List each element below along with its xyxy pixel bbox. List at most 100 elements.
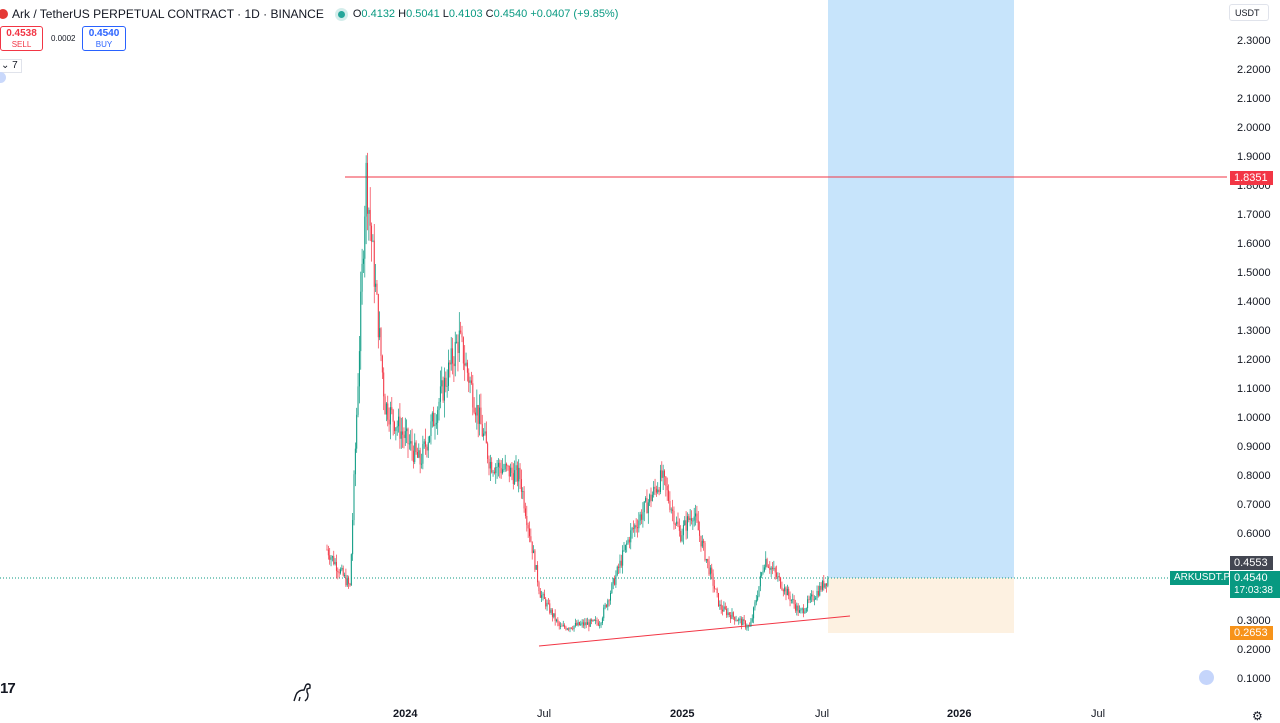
dino-icon[interactable] <box>290 681 314 703</box>
candle-body <box>657 489 659 493</box>
indicators-toggle[interactable]: ⌄ 7 <box>0 59 22 73</box>
currency-selector[interactable]: USDT <box>1229 4 1269 21</box>
ohlc-values: O0.4132 H0.5041 L0.4103 C0.4540 +0.0407 … <box>352 8 619 20</box>
candle-body <box>766 559 768 567</box>
candle-body <box>804 611 806 614</box>
candle-body <box>784 587 786 592</box>
candle-body <box>715 588 717 590</box>
candle-body <box>506 463 508 466</box>
candle-body <box>483 433 485 437</box>
candle-body <box>697 520 699 531</box>
candle-body <box>628 539 630 543</box>
tradingview-logo-icon[interactable]: 17 <box>0 680 16 697</box>
candle-body <box>437 410 439 423</box>
candle-body <box>545 598 547 607</box>
candle-body <box>408 443 410 445</box>
object-handle-icon[interactable] <box>1199 670 1214 685</box>
candle-body <box>723 606 725 612</box>
candle-body <box>809 596 811 600</box>
object-handle-icon[interactable] <box>0 72 6 83</box>
candle-body <box>547 602 549 604</box>
candle-body <box>510 467 512 477</box>
candle-body <box>600 622 602 625</box>
candle-body <box>396 426 398 428</box>
candle-body <box>624 544 626 550</box>
candle-body <box>468 372 470 383</box>
time-axis-label: 2024 <box>393 708 418 720</box>
candle-body <box>331 556 333 558</box>
candle-body <box>739 618 741 620</box>
candle-body <box>619 560 621 568</box>
candle-body <box>508 465 510 477</box>
candle-body <box>557 619 559 623</box>
candle-body <box>554 613 556 621</box>
candle-body <box>410 441 412 444</box>
candle-body <box>372 240 374 242</box>
candle-body <box>604 604 606 608</box>
candle-body <box>743 619 745 622</box>
candle-body <box>388 419 390 425</box>
candle-body <box>443 377 445 401</box>
buy-label: BUY <box>95 40 113 49</box>
candle-body <box>664 470 665 477</box>
candle-body <box>330 557 332 560</box>
candle-body <box>376 283 378 295</box>
candle-body <box>450 348 452 365</box>
candle-body <box>346 578 348 586</box>
price-axis-label: 1.7000 <box>1237 209 1271 221</box>
candle-body <box>592 619 594 622</box>
candle-body <box>790 599 792 601</box>
candle-body <box>427 442 429 451</box>
buy-button[interactable]: 0.4540 BUY <box>82 26 126 51</box>
candle-body <box>480 407 482 425</box>
candle-body <box>682 525 684 536</box>
candle-body <box>569 627 571 630</box>
candle-body <box>391 407 393 411</box>
stop-zone[interactable] <box>828 578 1014 633</box>
candle-body <box>620 560 622 566</box>
candle-body <box>803 608 805 614</box>
price-axis-label: 0.1000 <box>1237 673 1271 685</box>
candle-body <box>587 622 589 625</box>
candle-body <box>515 465 517 471</box>
candle-body <box>573 625 575 629</box>
candle-body <box>716 588 718 594</box>
candle-body <box>746 627 748 629</box>
last-price-tag: 0.4540 <box>1230 571 1280 585</box>
candle-body <box>538 582 540 592</box>
candle-body <box>655 488 657 493</box>
candle-body <box>453 363 455 367</box>
candle-body <box>635 525 637 528</box>
price-axis-label: 1.4000 <box>1237 296 1271 308</box>
candle-body <box>566 628 568 630</box>
candle-body <box>550 609 552 613</box>
candle-body <box>699 530 701 536</box>
price-axis-label: 0.7000 <box>1237 499 1271 511</box>
candle-body <box>727 612 729 616</box>
target-zone[interactable] <box>828 0 1014 578</box>
candle-body <box>824 583 826 588</box>
candle-body <box>529 528 530 537</box>
sell-button[interactable]: 0.4538 SELL <box>0 26 43 51</box>
candle-body <box>400 431 402 439</box>
candle-body <box>458 330 460 354</box>
candle-body <box>637 527 638 529</box>
candle-body <box>570 627 572 629</box>
candle-body <box>797 605 799 613</box>
candle-body <box>406 428 408 432</box>
gear-icon[interactable]: ⚙ <box>1252 709 1263 723</box>
support-trendline[interactable] <box>538 615 851 647</box>
candle-body <box>352 520 354 555</box>
candle-body <box>577 622 579 626</box>
price-axis-label: 0.8000 <box>1237 470 1271 482</box>
symbol-title[interactable]: Ark / TetherUS PERPETUAL CONTRACT · 1D ·… <box>12 7 324 21</box>
candle-body <box>460 330 462 333</box>
candle-body <box>358 351 360 387</box>
candle-body <box>792 599 794 601</box>
candle-body <box>678 526 680 531</box>
candle-body <box>661 470 663 478</box>
time-axis-label: Jul <box>1091 708 1106 720</box>
candle-body <box>599 624 601 626</box>
candle-body <box>722 609 724 612</box>
